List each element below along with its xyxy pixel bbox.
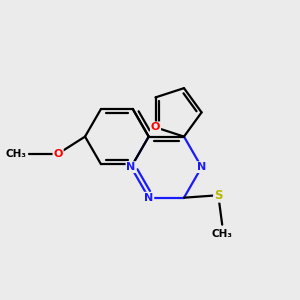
Text: N: N bbox=[127, 162, 136, 172]
Text: O: O bbox=[151, 122, 160, 132]
Text: N: N bbox=[197, 162, 206, 172]
Text: S: S bbox=[214, 189, 223, 202]
Text: CH₃: CH₃ bbox=[5, 149, 26, 159]
Text: N: N bbox=[144, 193, 153, 203]
Text: CH₃: CH₃ bbox=[212, 229, 233, 238]
Text: O: O bbox=[53, 149, 63, 159]
